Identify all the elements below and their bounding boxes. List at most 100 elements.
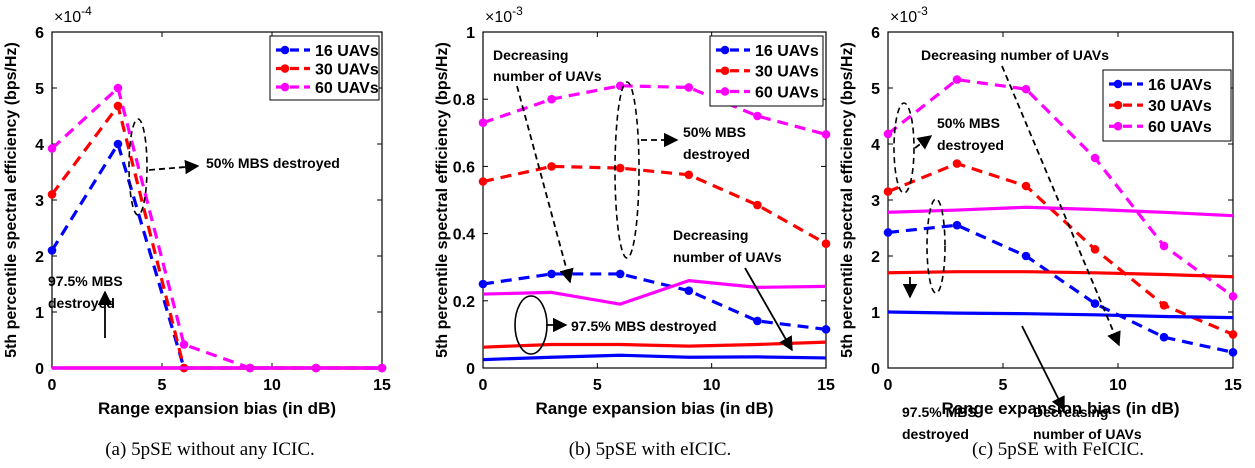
legend-swatch-marker <box>720 45 730 55</box>
data-point <box>821 325 831 334</box>
series-line <box>482 164 827 246</box>
x-tick-label: 15 <box>817 377 835 394</box>
series-line <box>887 270 1234 279</box>
data-point <box>821 239 831 248</box>
annotation-text: number of UAVs <box>673 249 782 265</box>
data-point <box>821 130 831 139</box>
legend-swatch-marker <box>1113 121 1123 131</box>
axis-exponent-power: -4 <box>81 4 92 18</box>
y-tick-label: 6 <box>871 25 880 42</box>
x-tick-label: 5 <box>999 377 1008 394</box>
data-point <box>1090 153 1100 163</box>
y-tick-label: 5 <box>35 81 44 98</box>
legend-entry: 30 UAVs <box>315 62 379 79</box>
annotation-text: number of UAVs <box>493 68 602 84</box>
y-tick-label: 4 <box>871 137 880 154</box>
y-axis-label: 5th percentile spectral efficiency (bps/… <box>839 42 856 358</box>
legend-entry: 60 UAVs <box>1148 119 1212 136</box>
data-point <box>1228 330 1238 339</box>
chart-panel-2: 0 5 10 15 0 0.2 0.4 0.6 0.8 1 ×10-3 Range expansion… <box>434 4 835 460</box>
y-tick-label: 6 <box>35 25 44 42</box>
y-tick-label: 1 <box>871 305 880 322</box>
annotation-text: 97.5% MBS <box>48 273 123 289</box>
series-line <box>887 223 1234 354</box>
data-point <box>547 269 556 279</box>
axis-exponent: ×10-4 <box>54 4 92 26</box>
annotation-text: number of UAVs <box>1033 426 1142 442</box>
annotation-text: destroyed <box>48 295 115 311</box>
series-line <box>887 205 1234 218</box>
annotation-text: 50% MBS destroyed <box>206 155 340 171</box>
annotation-text: destroyed <box>683 146 750 162</box>
chart-panel-1: 0 5 10 15 0 1 2 3 4 5 6 ×10-4 Range expansion bias (… <box>3 4 391 460</box>
axis-exponent-base: ×10 <box>890 9 917 26</box>
data-point <box>1159 241 1169 251</box>
y-tick-label: 0 <box>466 361 475 378</box>
callout-arrow <box>1001 65 1121 347</box>
data-point <box>1159 300 1169 310</box>
x-tick-label: 0 <box>884 377 893 394</box>
axis-exponent-power: -3 <box>512 4 523 18</box>
axis-exponent-power: -3 <box>917 4 928 18</box>
y-tick-label: 4 <box>35 137 44 154</box>
callout-ellipse <box>926 198 946 294</box>
data-point <box>113 101 123 111</box>
data-point <box>47 144 57 153</box>
y-tick-label: 5 <box>871 81 880 98</box>
callout-ellipse <box>893 102 915 194</box>
data-point <box>113 139 123 149</box>
series-line <box>482 353 827 362</box>
callout-arrow <box>1021 325 1065 412</box>
data-point <box>1228 292 1238 301</box>
axis-exponent: ×10-3 <box>485 4 523 26</box>
legend-swatch-marker <box>1113 100 1123 110</box>
y-tick-label: 0.2 <box>453 294 475 311</box>
legend-entry: 16 UAVs <box>755 43 819 60</box>
data-point <box>547 162 556 171</box>
series-line <box>50 104 382 370</box>
callout-arrow <box>148 159 200 175</box>
data-point <box>952 159 962 168</box>
y-tick-label: 3 <box>35 193 44 210</box>
data-point <box>47 190 57 199</box>
data-point <box>684 286 694 296</box>
data-point <box>952 220 962 230</box>
annotation-text: Decreasing <box>1033 404 1108 420</box>
series-line <box>482 340 827 349</box>
y-tick-label: 0.8 <box>453 92 475 109</box>
y-tick-label: 1 <box>35 305 44 322</box>
series-line <box>50 142 382 370</box>
x-tick-label: 10 <box>1109 377 1127 394</box>
annotation-text: 50% MBS <box>683 124 746 140</box>
callout-arrow <box>744 267 793 352</box>
data-point <box>753 200 762 210</box>
data-point <box>753 111 762 121</box>
data-point <box>1021 84 1031 94</box>
axis-exponent: ×10-3 <box>890 4 928 26</box>
data-point <box>615 163 625 173</box>
data-point <box>547 94 556 104</box>
y-tick-label: 0.6 <box>453 159 475 176</box>
annotation-text: 97.5% MBS destroyed <box>571 318 717 334</box>
series-line <box>887 310 1234 320</box>
panel-caption: (a) 5pSE without any ICIC. <box>105 439 315 460</box>
x-tick-label: 0 <box>48 377 57 394</box>
data-point <box>113 83 123 93</box>
data-point <box>1090 244 1100 254</box>
plot-frame <box>482 31 827 369</box>
data-point <box>1090 299 1100 308</box>
data-point <box>753 316 762 326</box>
y-tick-label: 2 <box>35 249 44 266</box>
legend-swatch-marker <box>720 87 730 96</box>
data-point <box>478 118 488 128</box>
legend-entry: 30 UAVs <box>1148 98 1212 115</box>
data-point <box>1021 251 1031 261</box>
callout-ellipse <box>614 81 640 259</box>
x-tick-label: 5 <box>158 377 167 394</box>
y-axis-label: 5th percentile spectral efficiency (bps/… <box>434 42 451 358</box>
legend-entry: 60 UAVs <box>755 84 819 101</box>
x-tick-label: 5 <box>593 377 602 394</box>
data-point <box>47 246 57 255</box>
